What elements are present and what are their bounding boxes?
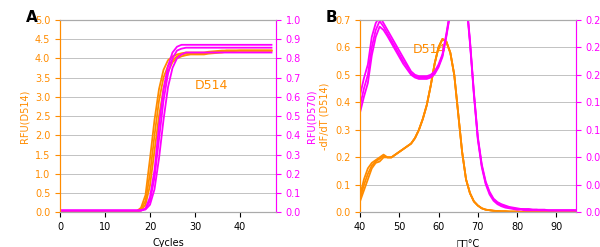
X-axis label: Cycles: Cycles (152, 238, 184, 247)
Text: B: B (325, 10, 337, 25)
Y-axis label: -dF/dT (D514): -dF/dT (D514) (319, 82, 329, 150)
Text: D570: D570 (0, 246, 1, 247)
Y-axis label: RFU(D570): RFU(D570) (307, 89, 317, 143)
X-axis label: 温度°C: 温度°C (457, 238, 479, 247)
Y-axis label: RFU(D514): RFU(D514) (19, 89, 29, 143)
Text: D514: D514 (195, 79, 229, 92)
Text: D514: D514 (413, 43, 446, 56)
Text: A: A (25, 10, 37, 25)
Text: D570: D570 (0, 246, 1, 247)
